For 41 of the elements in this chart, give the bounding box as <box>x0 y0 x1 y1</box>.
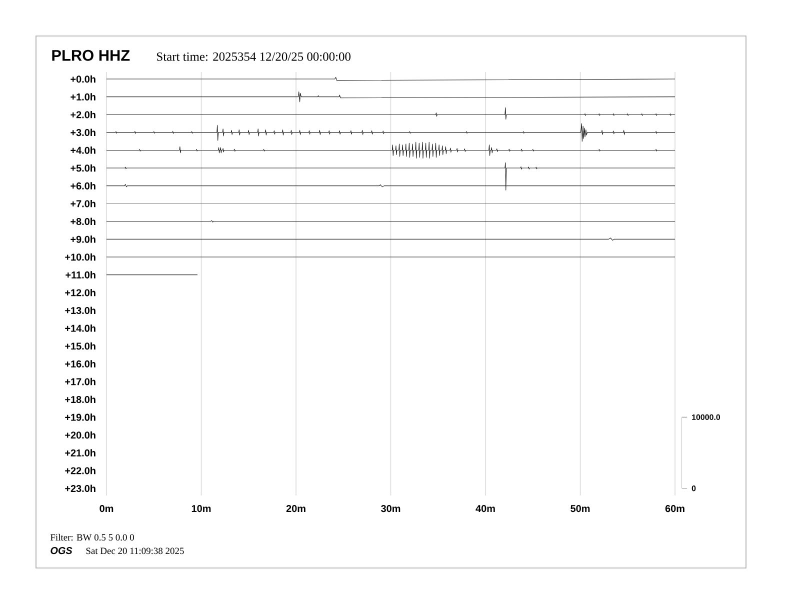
y-tick-label: +8.0h <box>70 218 96 226</box>
text: OGS <box>50 547 72 554</box>
x-tick-label: 60m <box>665 505 684 512</box>
y-tick-label: +5.0h <box>70 164 96 172</box>
y-tick-label: +3.0h <box>70 128 96 136</box>
y-tick-label: +4.0h <box>70 146 96 154</box>
y-tick-label: +7.0h <box>70 200 96 208</box>
y-tick-label: +20.0h <box>65 431 96 439</box>
x-tick-label: 30m <box>381 505 400 512</box>
y-tick-label: +9.0h <box>70 236 96 243</box>
chart-subtitle: Start time: 2025354 12/20/25 00:00:00 <box>157 52 350 61</box>
y-tick-label: +23.0h <box>65 484 96 492</box>
text: Sat Dec 20 11:09:38 2025 <box>86 548 184 554</box>
y-tick-label: +22.0h <box>65 466 96 474</box>
chart-title: PLRO HHZ <box>52 50 130 61</box>
line-series <box>106 107 676 120</box>
y-tick-label: +13.0h <box>65 306 96 314</box>
x-tick-label: 0m <box>100 505 114 512</box>
line-series <box>106 162 676 190</box>
y-tick-label: +14.0h <box>65 324 96 332</box>
text: Filter: BW 0.5 5 0.0 0 <box>50 534 134 541</box>
line-series <box>106 142 676 158</box>
y-tick-label: +10.0h <box>65 253 96 261</box>
x-tick-label: 10m <box>192 505 211 512</box>
y-tick-label: +16.0h <box>65 360 96 368</box>
y-tick-label: +12.0h <box>65 288 96 296</box>
y-tick-label: +0.0h <box>70 75 96 83</box>
line-series <box>106 92 676 102</box>
y-tick-label: +11.0h <box>66 271 96 278</box>
y-tick-label: +2.0h <box>70 110 96 118</box>
y-tick-label: +1.0h <box>70 93 96 100</box>
y-tick-label: +21.0h <box>65 449 96 456</box>
y-tick-label: +6.0h <box>70 182 96 190</box>
line-series <box>106 123 676 142</box>
y-tick-label: +18.0h <box>65 396 96 404</box>
y-tick-label: +17.0h <box>65 378 96 386</box>
x-tick-label: 40m <box>476 505 495 512</box>
y-tick-label: +19.0h <box>65 414 96 421</box>
x-tick-label: 20m <box>286 505 306 512</box>
x-tick-label: 50m <box>570 505 590 512</box>
y-tick-label: +15.0h <box>65 342 96 350</box>
